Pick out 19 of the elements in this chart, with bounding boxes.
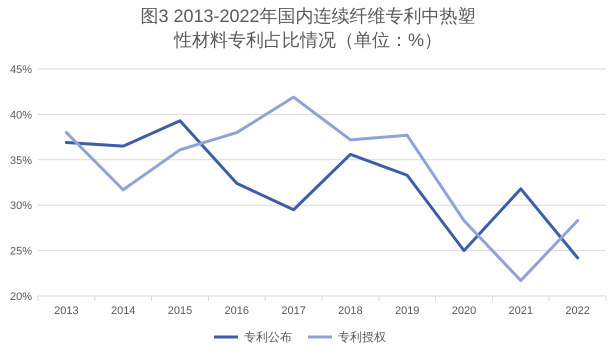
x-tick-label: 2018	[338, 305, 363, 317]
x-tick-label: 2020	[452, 305, 476, 317]
legend-label: 专利授权	[338, 330, 386, 344]
x-tick-label: 2022	[565, 305, 590, 317]
x-tick-label: 2016	[224, 305, 250, 317]
y-tick-label: 30%	[10, 200, 32, 212]
legend-label: 专利公布	[244, 330, 292, 344]
y-tick-label: 40%	[10, 109, 32, 122]
y-tick-label: 35%	[10, 154, 32, 167]
x-tick-label: 2015	[168, 305, 192, 317]
y-tick-label: 25%	[10, 246, 32, 258]
y-tick-label: 45%	[10, 64, 32, 76]
x-tick-label: 2017	[281, 305, 306, 317]
x-tick-label: 2014	[110, 305, 136, 317]
x-tick-label: 2013	[54, 305, 79, 317]
x-tick-label: 2019	[394, 305, 420, 317]
title: 图3 2013-2022年国内连续纤维专利中热塑性材料专利占比情况（单位：%）	[140, 6, 476, 50]
x-tick-label: 2021	[508, 305, 534, 317]
y-tick-label: 20%	[10, 291, 32, 303]
